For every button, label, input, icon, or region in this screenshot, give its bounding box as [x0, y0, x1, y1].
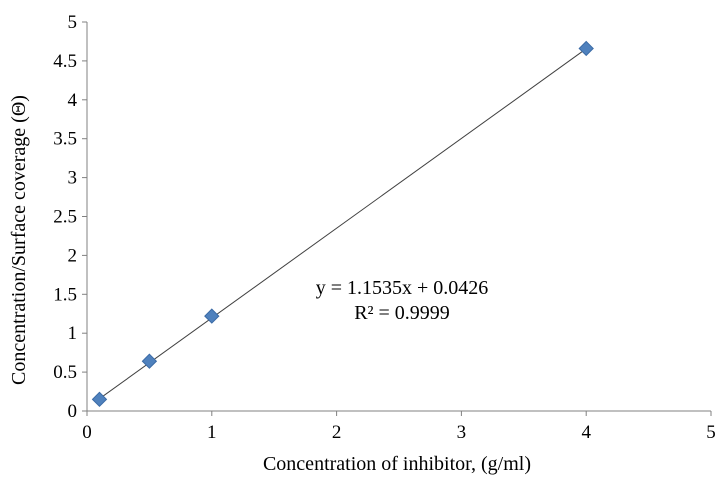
y-tick-label: 2	[68, 245, 78, 266]
x-tick-label: 1	[207, 422, 217, 443]
y-tick-label: 1	[68, 323, 78, 344]
x-tick-label: 2	[332, 422, 342, 443]
x-tick-label: 0	[82, 422, 92, 443]
y-tick-label: 4	[68, 90, 78, 111]
y-axis-title: Concentration/Surface coverage (Θ)	[8, 95, 30, 385]
data-point-diamond	[91, 391, 108, 408]
y-axis-ticks: 0 0.5 1 1.5 2 2.5 3 3.5 4 4.5 5	[53, 12, 87, 422]
y-tick-label: 3.5	[53, 129, 77, 150]
y-tick-label: 4.5	[53, 51, 77, 72]
r-squared-value: R² = 0.9999	[354, 302, 450, 324]
y-tick-label: 2.5	[53, 207, 77, 228]
y-tick-label: 1.5	[53, 284, 77, 305]
y-tick-label: 3	[68, 168, 78, 189]
trendline-equation: y = 1.1535x + 0.0426	[316, 277, 489, 299]
y-tick-label: 5	[68, 12, 78, 33]
x-tick-label: 5	[706, 422, 716, 443]
x-axis-ticks: 0 1 2 3 4 5	[82, 411, 716, 443]
x-tick-label: 3	[457, 422, 467, 443]
data-point-diamond	[578, 40, 594, 57]
x-tick-label: 4	[581, 422, 591, 443]
y-tick-label: 0	[68, 401, 78, 422]
linear-trendline	[99, 48, 587, 400]
y-tick-label: 0.5	[53, 362, 77, 383]
x-axis-title: Concentration of inhibitor, (g/ml)	[263, 453, 531, 475]
data-point-diamond	[204, 308, 220, 324]
data-point-diamond	[141, 353, 158, 369]
data-points	[91, 40, 594, 408]
